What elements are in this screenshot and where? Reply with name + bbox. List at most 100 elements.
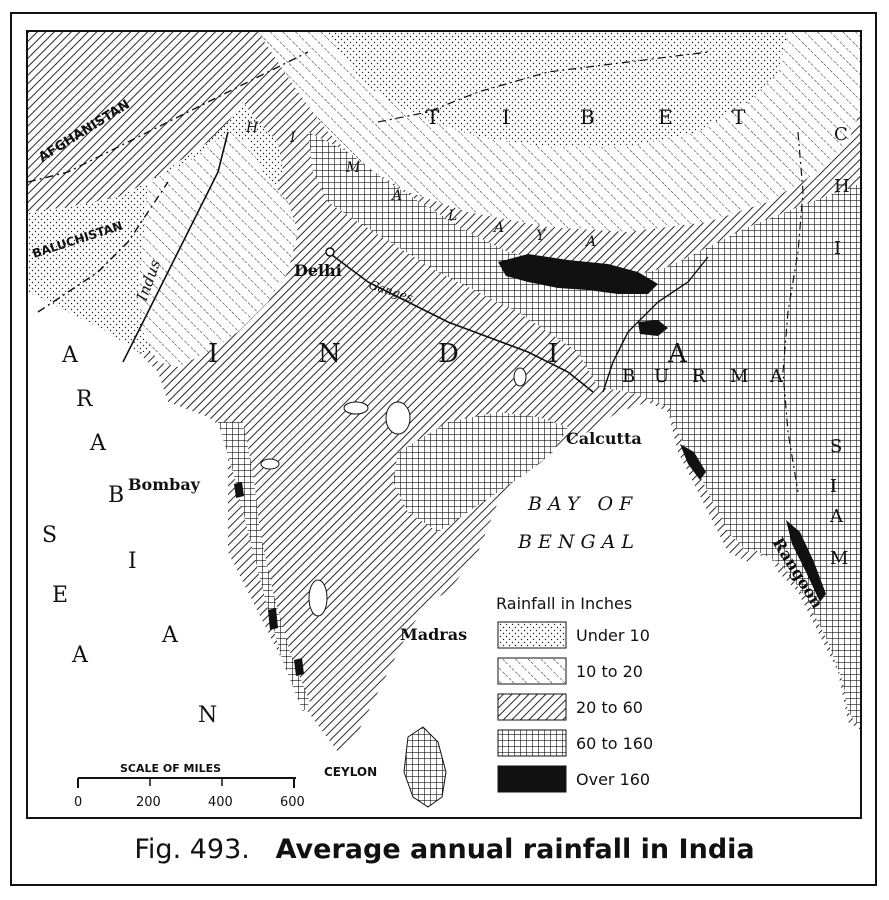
- himalaya-letter: H: [245, 120, 259, 136]
- sea-letter: A: [71, 643, 89, 668]
- arabian-letter: B: [108, 483, 124, 508]
- siam-letter: S: [830, 436, 842, 457]
- burma-letter: B: [622, 366, 635, 387]
- scale-tick-label: 200: [136, 795, 161, 810]
- over160-himalaya-foothills: [498, 254, 658, 294]
- burma-letter: R: [692, 366, 706, 387]
- plateau-lake-3: [260, 458, 280, 470]
- indus-light-zone: [138, 132, 298, 367]
- arabian-sea: [28, 272, 228, 817]
- india-letter: I: [548, 339, 558, 369]
- central-light-zone: [258, 417, 398, 642]
- siam-letter: M: [830, 548, 848, 569]
- scale-tick-label: 400: [208, 795, 233, 810]
- border-burma: [782, 131, 804, 493]
- india-letter: I: [208, 339, 218, 369]
- burma-letter: U: [654, 366, 669, 387]
- scale-tick-label: 0: [74, 795, 82, 810]
- brahmaputra-river: [602, 256, 709, 393]
- legend-swatch-60to160: [497, 729, 567, 757]
- china-letter: H: [834, 176, 850, 197]
- tibet-letter: I: [502, 105, 510, 129]
- label-bay-of: BAY OF: [527, 493, 638, 515]
- arabian-letter: A: [61, 343, 79, 368]
- over160-cherrapunji: [638, 320, 668, 336]
- figure-number: Fig. 493.: [134, 834, 250, 865]
- legend-label-60to160: 60 to 160: [576, 734, 653, 753]
- delhi-marker: [325, 247, 335, 257]
- himalaya-wet-belt: [308, 132, 860, 727]
- label-china: C H I: [834, 124, 850, 259]
- label-ceylon: CEYLON: [324, 765, 377, 779]
- legend-swatch-10to20: [497, 657, 567, 685]
- figure-caption: Fig. 493. Average annual rainfall in Ind…: [0, 834, 889, 865]
- label-siam: S I A M: [829, 436, 848, 569]
- tibet-dry-zone: [328, 32, 788, 147]
- ceylon: [403, 726, 447, 808]
- plateau-lake-4: [308, 579, 328, 617]
- arabian-letter: N: [198, 703, 217, 728]
- label-delhi: Delhi: [294, 261, 342, 280]
- legend-label-10to20: 10 to 20: [576, 662, 643, 681]
- india-letter: N: [318, 339, 341, 369]
- over160-tenasserim: [786, 520, 826, 602]
- over160-arakan: [680, 444, 706, 480]
- label-burma: B U R M A: [622, 366, 784, 387]
- label-madras: Madras: [400, 625, 467, 644]
- tibet-letter: E: [658, 105, 673, 129]
- plateau-lake-1: [385, 401, 411, 435]
- legend-swatch-under10: [497, 621, 567, 649]
- india-letter: A: [667, 339, 688, 369]
- sea-letter: E: [52, 583, 68, 608]
- himalaya-letter: M: [345, 160, 361, 176]
- himalaya-letter: A: [390, 188, 402, 204]
- sea-letter: S: [42, 523, 57, 548]
- border-tibet: [377, 51, 709, 123]
- scale-bar: SCALE OF MILES 0 200 400 600: [74, 762, 305, 810]
- border-baluchistan: [37, 181, 169, 313]
- burma-coast: [668, 333, 860, 715]
- sea-south: [228, 552, 448, 817]
- plateau-lake-2: [343, 401, 369, 415]
- border-afghanistan: [28, 51, 309, 183]
- burma-letter: M: [730, 366, 748, 387]
- india-letter: D: [438, 339, 459, 369]
- label-arabian: A R A B I A N: [61, 343, 217, 728]
- figure-title: Average annual rainfall in India: [275, 834, 755, 865]
- siam-letter: I: [830, 476, 837, 497]
- label-india: I N D I A: [208, 339, 688, 369]
- china-letter: I: [834, 238, 841, 259]
- label-bombay: Bombay: [128, 475, 201, 494]
- tibet-letter: T: [732, 105, 746, 129]
- legend-title: Rainfall in Inches: [496, 594, 632, 613]
- over160-bombay: [234, 482, 244, 498]
- east-peninsula-wet: [393, 412, 568, 532]
- himalaya-letter: Y: [536, 228, 547, 244]
- burma-letter: A: [769, 366, 784, 387]
- label-sea: S E A: [42, 523, 89, 668]
- scale-title: SCALE OF MILES: [120, 762, 221, 775]
- label-bengal: BENGAL: [517, 531, 640, 553]
- arabian-letter: I: [128, 549, 137, 574]
- himalaya-letter: A: [492, 220, 504, 236]
- rainfall-map: Delhi Bombay Calcutta Madras Rangoon CEY…: [26, 30, 862, 819]
- legend-label-over160: Over 160: [576, 770, 650, 789]
- arabian-letter: A: [89, 431, 107, 456]
- label-tibet: T I B E T: [426, 105, 746, 129]
- over160-goa: [268, 608, 278, 630]
- over160-malabar: [294, 658, 304, 676]
- arabian-letter: A: [161, 623, 179, 648]
- legend-label-20to60: 20 to 60: [576, 698, 643, 717]
- legend-swatch-over160: [497, 765, 567, 793]
- china-letter: C: [834, 124, 848, 145]
- plateau-lake-5: [513, 367, 527, 387]
- tibet-letter: T: [426, 105, 440, 129]
- label-himalaya: H I M A L A Y A: [245, 120, 596, 250]
- legend: Rainfall in Inches Under 10 10 to 20 20 …: [496, 594, 653, 793]
- label-calcutta: Calcutta: [566, 429, 642, 448]
- indus-river: [122, 131, 229, 363]
- legend-label-under10: Under 10: [576, 626, 650, 645]
- himalaya-letter: L: [447, 208, 457, 224]
- himalaya-letter: I: [289, 130, 296, 146]
- figure-frame: [10, 12, 877, 886]
